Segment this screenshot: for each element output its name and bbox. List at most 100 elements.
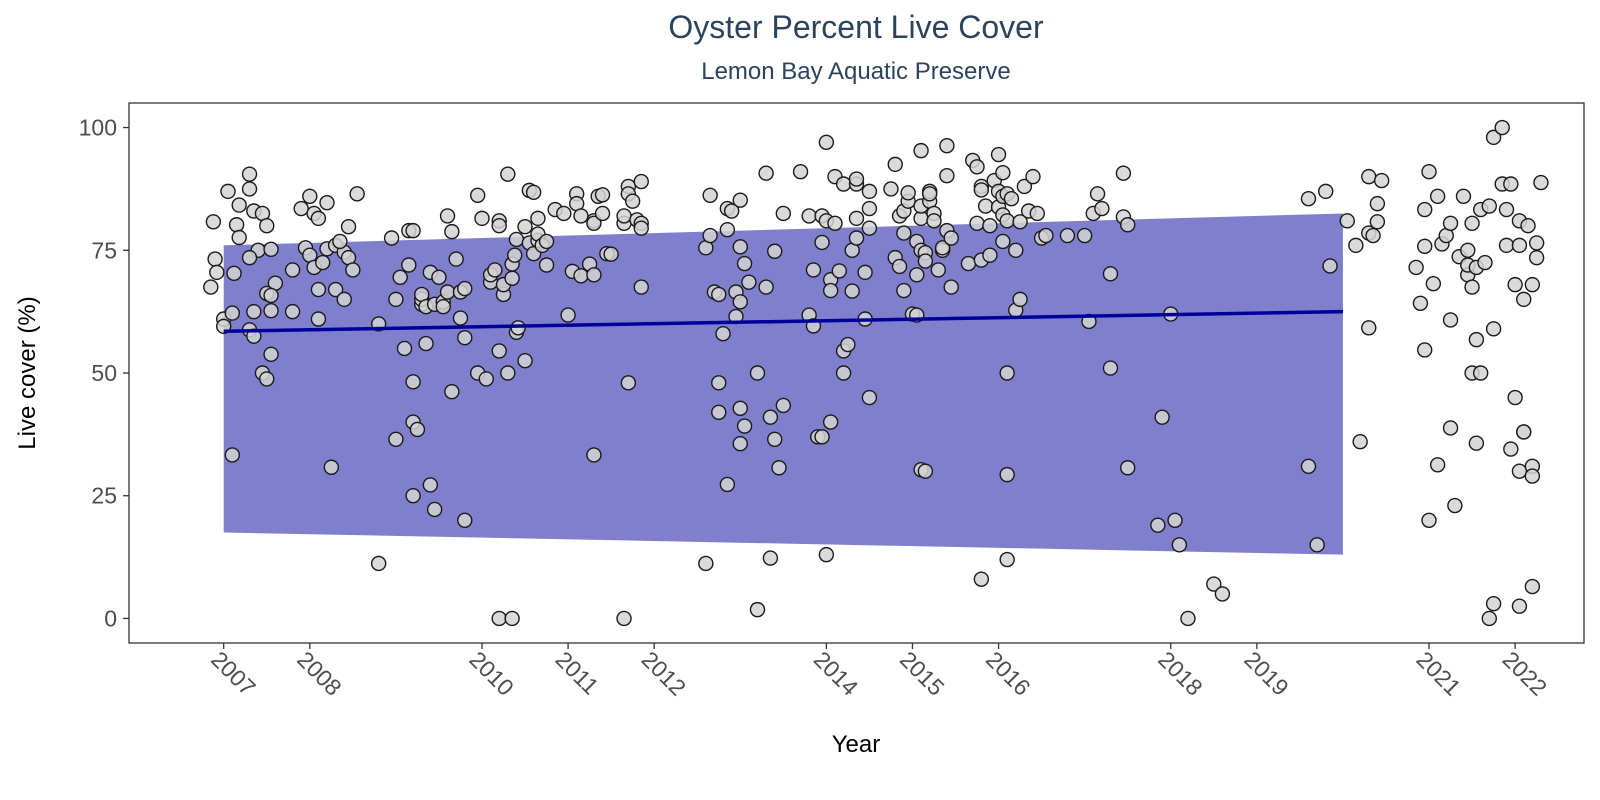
data-point xyxy=(1533,174,1549,191)
data-point xyxy=(224,305,241,321)
data-point xyxy=(1417,201,1433,218)
x-tick-label: 2022 xyxy=(1498,646,1553,701)
data-point xyxy=(1206,576,1222,592)
data-point xyxy=(943,230,959,246)
data-point xyxy=(1012,214,1028,230)
data-point xyxy=(1339,213,1355,229)
data-point xyxy=(1322,258,1338,274)
data-point xyxy=(1154,409,1170,425)
data-point xyxy=(263,346,279,363)
data-point xyxy=(1429,457,1446,473)
data-point xyxy=(231,197,247,213)
data-point xyxy=(814,429,830,445)
data-point xyxy=(982,218,998,234)
data-point xyxy=(861,220,878,236)
data-point xyxy=(1528,249,1545,266)
data-point xyxy=(1481,610,1497,627)
data-point xyxy=(990,146,1007,163)
data-point xyxy=(930,262,946,278)
data-point xyxy=(224,447,241,463)
data-point xyxy=(1498,237,1515,254)
data-point xyxy=(758,165,774,181)
data-point xyxy=(1102,360,1119,376)
data-point xyxy=(1102,266,1119,282)
data-point xyxy=(504,270,520,286)
data-point xyxy=(383,230,400,246)
data-point xyxy=(891,258,908,275)
data-point xyxy=(633,173,649,190)
data-point xyxy=(586,267,602,283)
data-point xyxy=(861,389,878,406)
x-tick-label: 2012 xyxy=(637,646,692,701)
data-point xyxy=(241,166,258,182)
data-point xyxy=(921,186,938,202)
data-point xyxy=(973,571,990,587)
data-point xyxy=(736,418,753,434)
data-point xyxy=(478,371,494,387)
data-point xyxy=(861,183,878,200)
data-point xyxy=(1477,254,1493,271)
data-point xyxy=(711,375,727,391)
data-point xyxy=(969,159,985,175)
data-point xyxy=(586,447,602,463)
data-point xyxy=(457,329,473,346)
data-point xyxy=(1524,468,1541,484)
data-point xyxy=(758,279,774,295)
data-point xyxy=(771,460,787,476)
data-point xyxy=(231,229,247,246)
data-point xyxy=(732,239,748,255)
data-point xyxy=(1464,279,1480,295)
data-point xyxy=(1076,227,1093,244)
data-point xyxy=(909,267,925,283)
data-point xyxy=(818,546,835,563)
data-point xyxy=(917,253,934,269)
data-point xyxy=(1481,198,1497,214)
data-point xyxy=(207,251,223,267)
data-point xyxy=(1361,320,1377,336)
data-point xyxy=(538,257,555,273)
data-point xyxy=(896,282,912,299)
data-point xyxy=(500,365,516,381)
data-point xyxy=(500,166,516,182)
data-point xyxy=(405,222,421,239)
data-point xyxy=(1352,434,1368,450)
data-point xyxy=(999,213,1015,229)
data-point xyxy=(392,269,408,285)
data-point xyxy=(973,182,990,198)
data-point xyxy=(573,208,589,224)
data-point xyxy=(1412,295,1429,311)
data-point xyxy=(1025,168,1041,185)
data-point xyxy=(1059,227,1076,244)
data-point xyxy=(1429,188,1446,204)
data-point xyxy=(616,208,632,224)
data-point xyxy=(883,181,899,197)
data-point xyxy=(1373,172,1390,189)
data-point xyxy=(1507,389,1523,406)
data-point xyxy=(814,234,830,251)
data-point xyxy=(620,375,637,391)
data-point xyxy=(284,262,301,278)
data-point xyxy=(616,610,632,627)
data-point xyxy=(491,610,507,627)
x-tick-label: 2019 xyxy=(1239,646,1294,701)
data-point xyxy=(848,171,865,187)
data-point xyxy=(203,279,219,295)
data-point xyxy=(1417,238,1433,255)
data-point xyxy=(474,210,490,227)
data-point xyxy=(1094,200,1110,217)
data-point xyxy=(310,281,327,298)
data-point xyxy=(405,374,421,390)
data-point xyxy=(822,414,839,430)
data-point xyxy=(1485,129,1502,146)
data-point xyxy=(999,365,1015,381)
y-axis-title: Live cover (%) xyxy=(14,296,41,449)
data-point xyxy=(226,265,242,282)
x-tick-label: 2010 xyxy=(464,646,519,701)
data-point xyxy=(452,310,469,326)
data-point xyxy=(1524,578,1541,595)
data-point xyxy=(960,255,977,272)
data-point xyxy=(1528,235,1545,251)
data-point xyxy=(749,601,766,618)
data-point xyxy=(439,208,456,224)
data-point xyxy=(409,421,426,438)
